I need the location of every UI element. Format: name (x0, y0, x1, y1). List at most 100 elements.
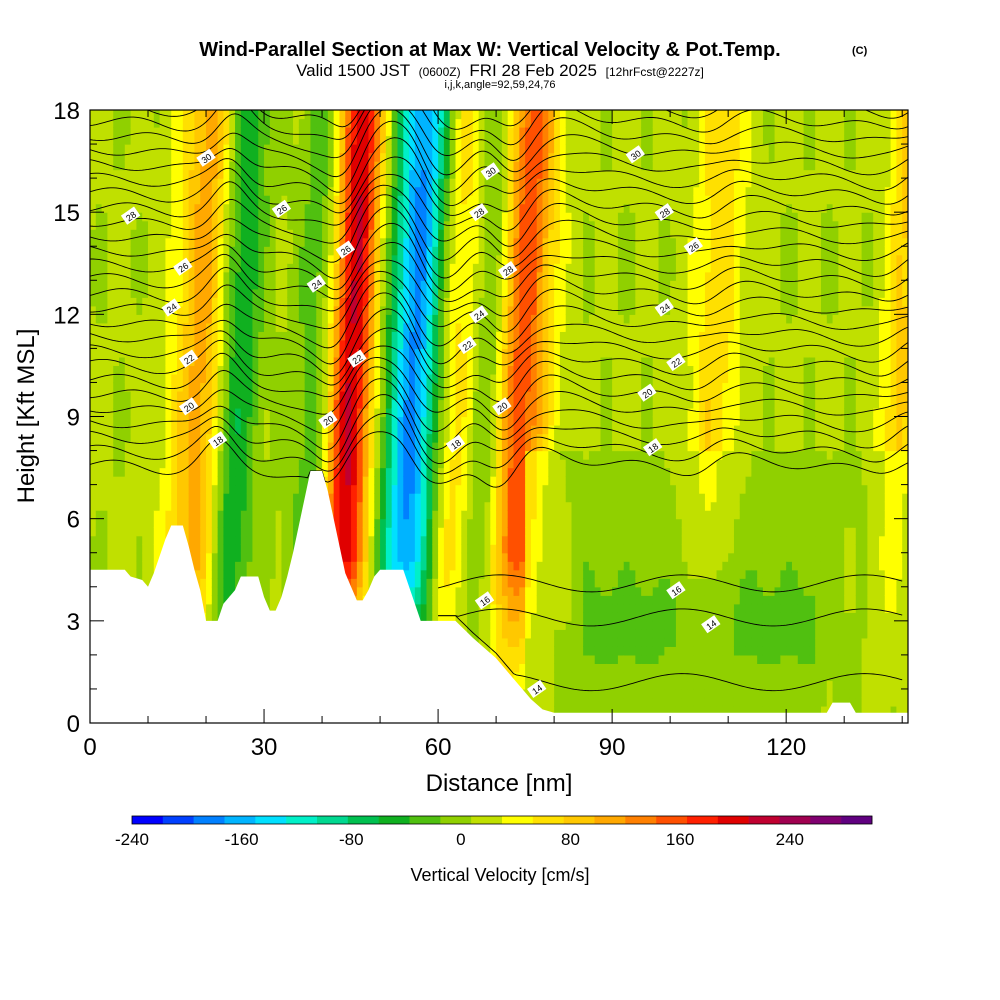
velocity-cell (351, 527, 358, 537)
velocity-cell (432, 373, 439, 384)
velocity-cell (391, 365, 399, 375)
velocity-cell (258, 578, 265, 588)
velocity-cell (182, 178, 190, 188)
velocity-cell (252, 152, 259, 162)
velocity-cell (211, 229, 219, 239)
velocity-cell (229, 510, 236, 520)
velocity-cell (269, 535, 277, 545)
velocity-cell (124, 254, 132, 264)
velocity-cell (182, 493, 190, 503)
velocity-cell (298, 425, 306, 435)
velocity-cell (356, 450, 364, 460)
velocity-cell (391, 161, 399, 171)
velocity-cell (235, 263, 242, 273)
velocity-cell (467, 297, 474, 307)
velocity-cell (235, 382, 242, 392)
velocity-cell (461, 467, 468, 477)
velocity-cell (432, 595, 439, 605)
velocity-cell (223, 578, 230, 588)
velocity-cell (310, 178, 317, 188)
velocity-cell (240, 135, 248, 145)
velocity-cell (223, 382, 230, 392)
velocity-cell (188, 203, 196, 213)
velocity-cell (391, 220, 399, 230)
velocity-cell (281, 501, 288, 511)
velocity-cell (107, 382, 114, 392)
velocity-cell (391, 280, 399, 290)
velocity-cell (188, 254, 196, 264)
velocity-cell (426, 110, 433, 120)
velocity-cell (206, 118, 213, 128)
velocity-cell (107, 331, 114, 341)
velocity-cell (339, 254, 346, 264)
velocity-cell (159, 322, 167, 332)
velocity-cell (484, 450, 491, 460)
velocity-cell (461, 246, 468, 256)
velocity-cell (182, 144, 190, 154)
velocity-cell (90, 390, 97, 401)
velocity-cell (165, 178, 172, 188)
valid-date: FRI 28 Feb 2025 (469, 61, 597, 80)
velocity-cell (240, 433, 248, 443)
velocity-cell (409, 246, 416, 256)
velocity-cell (293, 510, 300, 520)
velocity-cell (264, 467, 271, 477)
velocity-cell (258, 127, 265, 137)
velocity-cell (455, 501, 462, 511)
velocity-cell (322, 246, 329, 256)
velocity-cell (113, 203, 120, 213)
velocity-cell (235, 527, 242, 537)
velocity-cell (182, 527, 190, 537)
velocity-cell (136, 263, 143, 273)
velocity-cell (432, 144, 439, 154)
velocity-cell (449, 348, 457, 358)
velocity-cell (432, 552, 439, 562)
velocity-cell (281, 552, 288, 562)
velocity-cell (351, 467, 358, 477)
velocity-cell (391, 144, 399, 154)
velocity-cell (223, 110, 230, 120)
velocity-cell (95, 322, 103, 332)
velocity-cell (229, 297, 236, 307)
velocity-cell (107, 535, 114, 545)
velocity-cell (351, 544, 358, 554)
velocity-cell (136, 425, 143, 435)
velocity-cell (229, 390, 236, 401)
velocity-cell (414, 161, 422, 171)
velocity-cell (287, 246, 294, 256)
velocity-cell (275, 501, 283, 511)
velocity-cell (229, 186, 236, 196)
velocity-cell (165, 407, 172, 418)
velocity-cell (322, 254, 329, 264)
velocity-cell (240, 237, 248, 247)
velocity-cell (113, 220, 120, 230)
velocity-cell (420, 603, 428, 613)
velocity-cell (420, 322, 428, 332)
velocity-cell (235, 237, 242, 247)
velocity-cell (130, 399, 138, 409)
velocity-cell (397, 501, 404, 511)
velocity-cell (472, 425, 480, 435)
velocity-cell (217, 246, 225, 256)
velocity-cell (107, 433, 114, 443)
velocity-cell (397, 195, 404, 205)
velocity-cell (90, 127, 97, 137)
velocity-cell (95, 442, 103, 452)
velocity-cell (374, 425, 381, 435)
velocity-cell (484, 399, 491, 409)
velocity-cell (293, 365, 300, 375)
velocity-cell (264, 169, 271, 179)
velocity-cell (95, 476, 103, 486)
velocity-cell (420, 220, 428, 230)
velocity-cell (101, 288, 108, 298)
velocity-cell (246, 271, 254, 281)
velocity-cell (211, 127, 219, 137)
velocity-cell (165, 501, 172, 511)
velocity-cell (327, 433, 335, 443)
velocity-cell (449, 425, 457, 435)
velocity-cell (449, 595, 457, 605)
velocity-cell (316, 399, 323, 409)
velocity-cell (281, 535, 288, 545)
velocity-cell (322, 305, 329, 315)
velocity-cell (235, 356, 242, 367)
